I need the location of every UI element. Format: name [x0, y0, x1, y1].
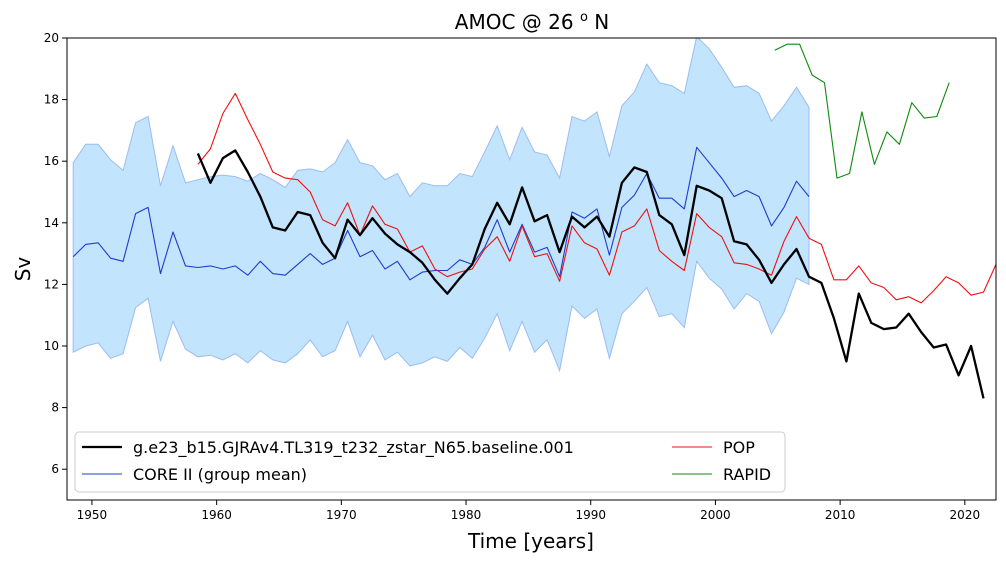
- legend-label: POP: [723, 438, 755, 457]
- chart-title-sup: o: [580, 10, 588, 25]
- x-tick-label: 2020: [950, 508, 981, 522]
- plot-frame: [66, 37, 997, 501]
- chart-title: AMOC @ 26 o N: [455, 10, 609, 34]
- legend-entries: g.e23_b15.GJRAv4.TL319_t232_zstar_N65.ba…: [82, 438, 771, 484]
- x-tick-label: 1960: [201, 508, 232, 522]
- y-tick-label: 8: [51, 401, 59, 415]
- legend: g.e23_b15.GJRAv4.TL319_t232_zstar_N65.ba…: [74, 431, 786, 493]
- chart-title-suffix: N: [588, 10, 609, 34]
- core-ii-spread-band: [72, 38, 810, 373]
- y-axis-ticks: 6 8 10 12 14 16 18 20: [44, 31, 67, 476]
- series-lines: [72, 43, 996, 399]
- y-tick-label: 10: [44, 339, 59, 353]
- x-tick-label: 1980: [451, 508, 482, 522]
- y-tick-label: 14: [44, 216, 59, 230]
- legend-label: CORE II (group mean): [133, 465, 307, 484]
- spread-band-area: [72, 38, 810, 373]
- legend-label: g.e23_b15.GJRAv4.TL319_t232_zstar_N65.ba…: [133, 438, 574, 458]
- chart-title-main: AMOC @ 26: [455, 10, 580, 34]
- y-tick-label: 16: [44, 154, 59, 168]
- series-line-0: [196, 149, 985, 399]
- series-line-3: [774, 43, 950, 179]
- y-tick-label: 12: [44, 277, 59, 291]
- y-tick-label: 18: [44, 93, 59, 107]
- y-tick-label: 6: [51, 462, 59, 476]
- legend-label: RAPID: [723, 465, 771, 484]
- y-axis-label: Sv: [11, 257, 35, 282]
- legend-box: [74, 431, 786, 493]
- x-tick-label: 2010: [825, 508, 856, 522]
- x-axis-label: Time [years]: [467, 529, 594, 553]
- x-tick-label: 1950: [77, 508, 108, 522]
- x-axis-ticks: 1950 1960 1970 1980 1990 2000 2010 2020: [77, 500, 980, 522]
- y-tick-label: 20: [44, 31, 59, 45]
- x-tick-label: 1990: [575, 508, 606, 522]
- x-tick-label: 1970: [326, 508, 357, 522]
- x-tick-label: 2000: [700, 508, 731, 522]
- series-line-2: [197, 92, 996, 304]
- series-line-1: [72, 146, 810, 281]
